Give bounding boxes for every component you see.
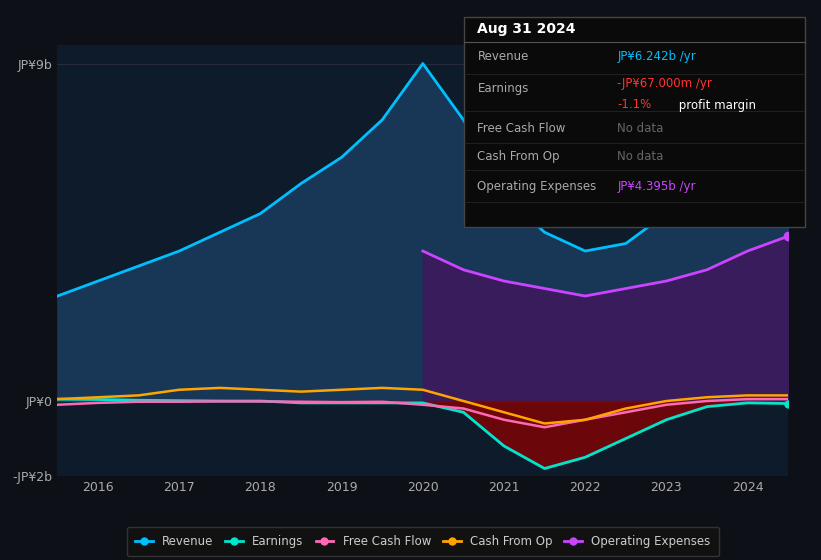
Text: -1.1%: -1.1% [617, 99, 651, 111]
Text: Earnings: Earnings [478, 82, 529, 95]
Text: No data: No data [617, 122, 663, 134]
Text: Revenue: Revenue [478, 50, 529, 63]
Text: No data: No data [617, 150, 663, 163]
Text: profit margin: profit margin [675, 99, 756, 111]
Text: JP¥6.242b /yr: JP¥6.242b /yr [617, 50, 696, 63]
Text: Aug 31 2024: Aug 31 2024 [478, 22, 576, 36]
Legend: Revenue, Earnings, Free Cash Flow, Cash From Op, Operating Expenses: Revenue, Earnings, Free Cash Flow, Cash … [126, 527, 719, 556]
Text: JP¥4.395b /yr: JP¥4.395b /yr [617, 180, 695, 193]
Text: Operating Expenses: Operating Expenses [478, 180, 597, 193]
Text: -JP¥67.000m /yr: -JP¥67.000m /yr [617, 77, 712, 91]
Text: Cash From Op: Cash From Op [478, 150, 560, 163]
Text: Free Cash Flow: Free Cash Flow [478, 122, 566, 134]
